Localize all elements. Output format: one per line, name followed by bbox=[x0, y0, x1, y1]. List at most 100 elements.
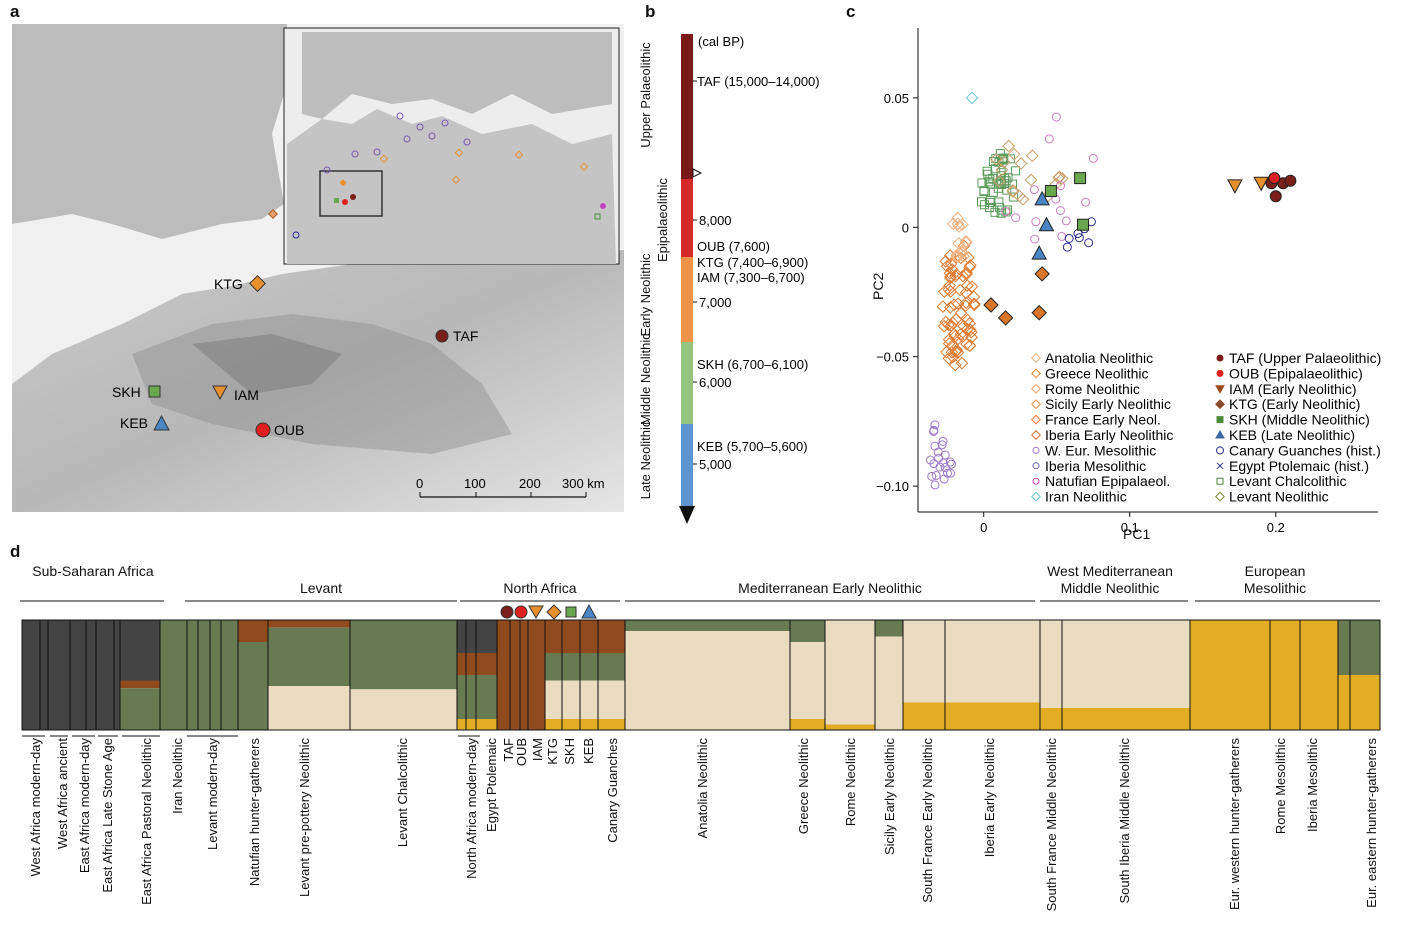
pca-reference-point bbox=[1013, 189, 1026, 203]
pca-reference-point bbox=[1001, 207, 1011, 217]
pca-legend-marker bbox=[1031, 491, 1041, 502]
pca-legend-marker bbox=[1215, 429, 1225, 439]
pca-point bbox=[1034, 266, 1050, 282]
timeline-label-OUB: OUB (7,600) bbox=[697, 239, 770, 254]
pca-reference-point bbox=[963, 258, 977, 272]
site-label-KTG: KTG bbox=[214, 276, 243, 292]
pca-reference-point bbox=[997, 155, 1011, 169]
pca-reference-point bbox=[1055, 206, 1065, 216]
pca-reference-point bbox=[990, 207, 1000, 217]
map-north-africa bbox=[12, 250, 624, 512]
pca-reference-point bbox=[1025, 149, 1039, 163]
pca-ytick-label: −0.10 bbox=[876, 479, 909, 494]
admixture-bar-segment bbox=[1040, 620, 1190, 708]
pca-xtick-label: 0 bbox=[980, 520, 987, 535]
pca-reference-point bbox=[951, 332, 965, 346]
admixture-bar-segment bbox=[497, 620, 545, 730]
pca-reference-point bbox=[1052, 171, 1065, 185]
population-label: Eur. western hunter-gatherers bbox=[1227, 738, 1242, 910]
pca-reference-point bbox=[931, 470, 941, 480]
admixture-bar-segment bbox=[790, 642, 825, 719]
pca-reference-point bbox=[1014, 157, 1028, 170]
timeline-panel: (cal BP) TAF (15,000–14,000) 8,000 OUB (… bbox=[679, 34, 820, 524]
site-label-TAF: TAF bbox=[453, 328, 478, 344]
pca-legend-marker bbox=[1031, 383, 1041, 394]
population-label: SKH bbox=[562, 738, 577, 765]
pca-reference-point bbox=[1081, 197, 1091, 207]
admixture-bar-segment bbox=[268, 620, 350, 628]
pca-point bbox=[997, 310, 1014, 326]
pca-legend-label: Anatolia Neolithic bbox=[1045, 350, 1153, 366]
pca-reference-point bbox=[945, 263, 959, 276]
population-label: Canary Guanches bbox=[605, 738, 620, 843]
site-label-KEB: KEB bbox=[120, 415, 148, 431]
pca-reference-point bbox=[976, 197, 986, 207]
pca-point bbox=[1031, 304, 1047, 321]
pca-reference-point bbox=[950, 268, 963, 281]
site-KTG: KTG bbox=[214, 275, 266, 292]
panel-letter-c: c bbox=[846, 2, 856, 21]
map-inset-markers bbox=[268, 112, 606, 239]
pca-ytick-label: 0.05 bbox=[884, 91, 909, 106]
pca-reference-point bbox=[1007, 147, 1021, 161]
north-africa-site-markers bbox=[500, 603, 597, 620]
pca-legend-label: Iberia Early Neolithic bbox=[1045, 427, 1173, 443]
population-label: Eur. eastern hunter-gatherers bbox=[1364, 738, 1379, 908]
timeline-tick-8000: 8,000 bbox=[699, 213, 732, 228]
pca-chart: 0 0.1 0.2 0.05 0 −0.05 −0.10 Anatolia Neolithi… bbox=[876, 28, 1381, 535]
admixture-bar-segment bbox=[625, 631, 790, 730]
pca-reference-point bbox=[990, 152, 1003, 166]
pca-legend-marker bbox=[1216, 354, 1224, 362]
group-label-european-mesolithic: European Mesolithic bbox=[1243, 563, 1307, 596]
admixture-frame bbox=[21, 619, 1381, 731]
admixture-bar-segment bbox=[457, 719, 497, 730]
pca-reference-point bbox=[930, 420, 940, 430]
map-iberia bbox=[12, 24, 287, 239]
admixture-bar-segment bbox=[22, 620, 120, 730]
pca-reference-point bbox=[992, 174, 1006, 188]
pca-legend-label: Egypt Ptolemaic (hist.) bbox=[1229, 458, 1369, 474]
pca-point bbox=[1077, 218, 1090, 231]
period-early-neolithic: Early Neolithic bbox=[638, 253, 653, 337]
admixture-bar-segment bbox=[457, 653, 497, 675]
pca-reference-point bbox=[1002, 185, 1012, 195]
pca-legend-label: Iran Neolithic bbox=[1045, 489, 1127, 505]
pca-legend-marker bbox=[1032, 477, 1040, 485]
pca-reference-point bbox=[951, 297, 965, 311]
pca-reference-point bbox=[936, 300, 950, 313]
pca-legend-label: KEB (Late Neolithic) bbox=[1229, 427, 1355, 443]
group-label-sub-saharan: Sub-Saharan Africa bbox=[32, 563, 154, 579]
population-label: West Africa modern-day bbox=[28, 738, 43, 877]
pca-reference-point bbox=[1001, 176, 1011, 186]
pca-reference-point bbox=[1024, 173, 1038, 187]
pca-reference-point bbox=[946, 350, 960, 364]
admixture-bar-segment bbox=[120, 688, 160, 730]
site-label-SKH: SKH bbox=[112, 384, 141, 400]
scale-tick-300: 300 km bbox=[562, 476, 605, 491]
population-label: Sicily Early Neolithic bbox=[882, 738, 897, 856]
pca-reference-point bbox=[1064, 233, 1074, 243]
pca-legend-marker bbox=[1215, 491, 1225, 502]
pca-reference-point bbox=[995, 202, 1005, 212]
population-label: Levant pre-pottery Neolithic bbox=[297, 738, 312, 897]
scale-tick-100: 100 bbox=[464, 476, 486, 491]
pca-reference-point bbox=[965, 91, 979, 105]
population-label: KTG bbox=[545, 738, 560, 765]
pca-reference-point bbox=[955, 244, 968, 258]
pca-reference-point bbox=[953, 283, 967, 297]
site-OUB: OUB bbox=[255, 422, 304, 438]
pca-legend-marker bbox=[1216, 477, 1224, 485]
pca-reference-point bbox=[960, 267, 973, 281]
pca-reference-point bbox=[945, 457, 955, 467]
scale-tick-200: 200 bbox=[519, 476, 541, 491]
pca-reference-point bbox=[929, 425, 939, 435]
admixture-bar-segment bbox=[545, 680, 625, 719]
pca-legend-label: Levant Neolithic bbox=[1229, 489, 1329, 505]
pca-reference-point bbox=[986, 179, 996, 189]
pca-reference-point bbox=[939, 255, 953, 268]
population-label: Anatolia Neolithic bbox=[695, 738, 710, 839]
pca-reference-point bbox=[1084, 238, 1094, 248]
group-label-north-africa: North Africa bbox=[503, 580, 577, 596]
pca-reference-point bbox=[967, 290, 981, 304]
pca-reference-point bbox=[959, 296, 973, 310]
